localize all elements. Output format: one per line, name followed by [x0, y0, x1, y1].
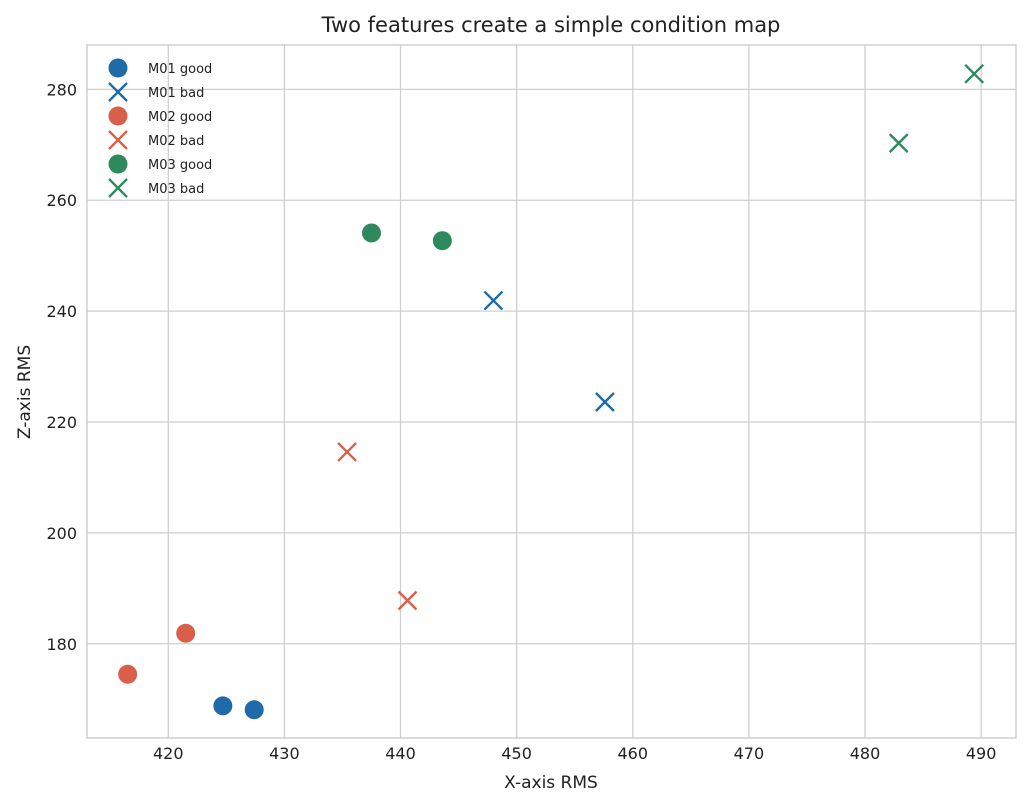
x-tick-label: 450 — [501, 744, 532, 763]
legend-marker-m02-good — [108, 106, 128, 126]
x-tick-label: 460 — [618, 744, 649, 763]
x-tick-label: 480 — [850, 744, 881, 763]
data-point-m03-bad — [964, 63, 985, 84]
data-point-m03-bad — [888, 133, 909, 153]
data-point-m03-bad-stroke — [964, 63, 985, 84]
legend-marker-m03-bad-stroke — [108, 178, 128, 198]
data-point-m02-good — [118, 664, 138, 684]
y-tick-label: 260 — [46, 191, 77, 210]
data-point-m01-good — [244, 700, 264, 720]
data-point-m01-bad-stroke — [483, 290, 504, 311]
tick-layer: 420 430 440 450 460 470 480 490 180 200 220 240 260 2… — [46, 80, 996, 763]
y-tick-label: 280 — [46, 80, 77, 99]
x-tick-label: 470 — [734, 744, 765, 763]
legend-marker-m01-bad — [108, 82, 128, 102]
x-tick-label: 420 — [153, 744, 184, 763]
legend-label-m03-good: M03 good — [148, 158, 212, 173]
data-point-m01-bad — [595, 392, 615, 412]
data-point-m01-good — [213, 696, 233, 716]
y-tick-label: 180 — [46, 635, 77, 654]
plot-frame — [86, 44, 1017, 739]
point-layer — [118, 63, 985, 720]
legend-label-m01-bad: M01 bad — [148, 86, 204, 101]
data-point-m01-bad-stroke — [595, 392, 615, 412]
legend-label-m02-good: M02 good — [148, 110, 212, 125]
x-tick-label: 430 — [269, 744, 300, 763]
legend-label-m02-bad: M02 bad — [148, 134, 204, 149]
legend: M01 good M01 bad M02 good M02 bad M03 good M0… — [108, 58, 212, 198]
legend-marker-m02-bad-stroke — [108, 130, 128, 150]
legend-marker-m01-good — [108, 58, 128, 78]
data-point-m02-bad-stroke — [397, 590, 418, 611]
y-tick-label: 200 — [46, 524, 77, 543]
data-point-m02-bad — [397, 590, 418, 611]
legend-marker-m02-bad — [108, 130, 128, 150]
data-point-m02-bad-stroke — [337, 442, 357, 462]
legend-marker-m01-bad-stroke — [108, 82, 128, 102]
data-point-m03-good — [432, 231, 452, 251]
x-tick-label: 490 — [966, 744, 997, 763]
legend-marker-m03-bad — [108, 178, 128, 198]
y-tick-label: 240 — [46, 302, 77, 321]
data-point-m01-bad — [483, 290, 504, 311]
y-tick-label: 220 — [46, 413, 77, 432]
legend-label-m01-good: M01 good — [148, 62, 212, 77]
x-axis-label: X-axis RMS — [504, 773, 598, 793]
legend-marker-m03-good — [108, 154, 128, 174]
data-point-m03-good — [362, 223, 382, 243]
y-axis-label: Z-axis RMS — [15, 345, 35, 439]
x-tick-label: 440 — [385, 744, 416, 763]
chart-title: Two features create a simple condition m… — [321, 13, 781, 37]
data-point-m02-bad — [337, 442, 357, 462]
data-point-m03-bad-stroke — [888, 133, 909, 153]
legend-label-m03-bad: M03 bad — [148, 182, 204, 197]
data-point-m02-good — [176, 623, 196, 643]
grid-layer — [87, 45, 1016, 738]
